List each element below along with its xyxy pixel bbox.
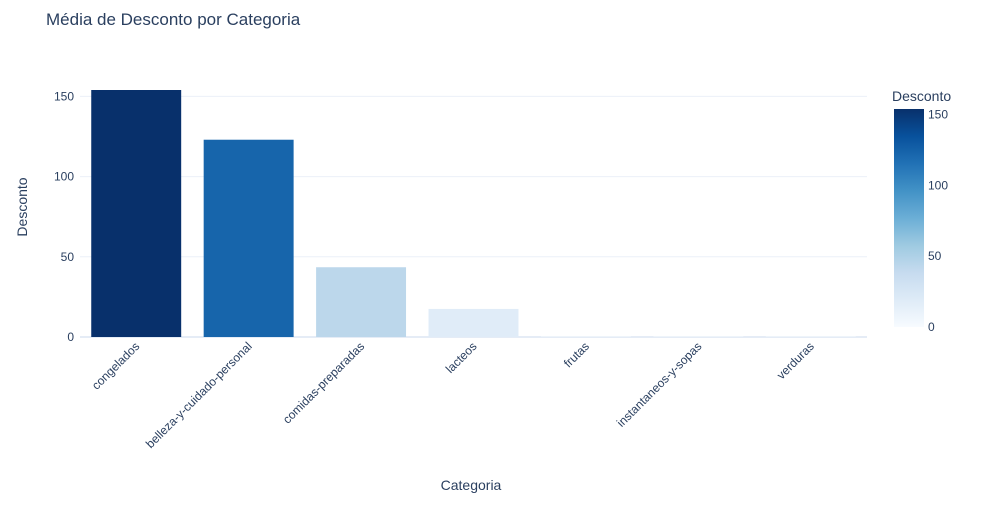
gridlines xyxy=(80,95,867,338)
y-tick-label: 150 xyxy=(54,89,74,103)
bars xyxy=(91,90,856,337)
y-axis-ticks: 0 50 100 150 xyxy=(54,89,74,344)
colorbar-gradient xyxy=(894,109,924,327)
chart-title: Média de Desconto por Categoria xyxy=(46,10,301,29)
y-axis-title: Desconto xyxy=(14,177,30,236)
x-tick-label: instantaneos-y-sopas xyxy=(614,339,705,430)
y-tick-label: 0 xyxy=(67,330,74,344)
bar xyxy=(203,139,294,337)
bar xyxy=(428,308,519,337)
x-tick-label: comidas-preparadas xyxy=(280,339,367,426)
colorbar-title: Desconto xyxy=(892,88,951,104)
colorbar-tick-label: 100 xyxy=(928,178,948,192)
x-axis-ticks: congelados belleza-y-cuidado-personal comi… xyxy=(89,339,817,451)
colorbar-ticks: 0 50 100 150 xyxy=(928,108,948,334)
colorbar-tick-label: 150 xyxy=(928,108,948,122)
x-tick-label: congelados xyxy=(89,339,142,392)
x-tick-label: verduras xyxy=(774,339,817,382)
x-tick-label: belleza-y-cuidado-personal xyxy=(143,339,255,451)
y-tick-label: 100 xyxy=(54,170,74,184)
y-tick-label: 50 xyxy=(61,250,75,264)
colorbar-tick-label: 0 xyxy=(928,320,935,334)
x-tick-label: frutas xyxy=(561,339,592,370)
bar xyxy=(91,90,182,337)
bar xyxy=(316,267,407,337)
x-axis-title: Categoria xyxy=(441,477,502,493)
colorbar: Desconto 0 50 100 150 xyxy=(892,88,951,334)
x-tick-label: lacteos xyxy=(443,339,480,376)
colorbar-tick-label: 50 xyxy=(928,249,942,263)
